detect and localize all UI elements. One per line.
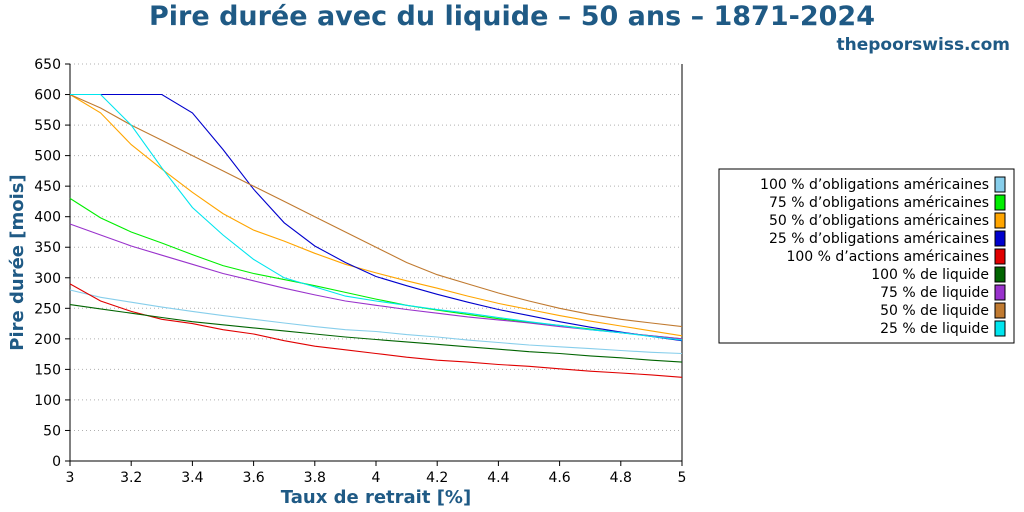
legend-label: 50 % d’obligations américaines (769, 213, 989, 229)
legend-label: 75 % de liquide (880, 285, 989, 301)
series-line-9 (70, 93, 683, 341)
y-tick-label: 400 (34, 210, 61, 226)
series-line-8 (69, 93, 683, 328)
axes: 0 50 100 150 200 250 300 350 400 450 500 550 600 650 3… (7, 57, 686, 508)
legend-label: 25 % de liquide (880, 321, 989, 337)
x-tick-label: 3.4 (181, 470, 203, 486)
chart-title: Pire durée avec du liquide – 50 ans – 18… (149, 1, 875, 32)
y-tick-label: 300 (34, 271, 61, 287)
legend-label: 100 % d’obligations américaines (760, 177, 989, 193)
x-tick-label: 3.2 (120, 470, 142, 486)
y-tick-label: 350 (34, 240, 61, 256)
x-tick-label: 3 (66, 470, 75, 486)
y-tick-label: 100 (34, 393, 61, 409)
series-line-1 (69, 289, 683, 355)
series-line-4 (70, 93, 683, 342)
x-tick-label: 4.6 (548, 470, 570, 486)
legend-swatch (994, 320, 1006, 337)
y-tick-label: 450 (34, 179, 61, 195)
series-line-3 (69, 94, 683, 337)
legend-swatch (994, 230, 1006, 247)
y-tick-label: 50 (43, 423, 61, 439)
y-tick-label: 550 (34, 118, 61, 134)
legend-swatch (994, 284, 1006, 301)
y-tick-label: 200 (34, 332, 61, 348)
legend-swatch (994, 212, 1006, 229)
legend-swatch (994, 302, 1006, 319)
legend-label: 100 % d’actions américaines (786, 249, 989, 265)
x-axis-title: Taux de retrait [%] (281, 487, 471, 508)
y-tick-label: 0 (52, 454, 61, 470)
x-tick-label: 4.4 (487, 470, 509, 486)
legend-label: 100 % de liquide (871, 267, 989, 283)
legend-swatch (994, 176, 1006, 193)
y-axis-title: Pire durée [mois] (7, 174, 28, 350)
legend-swatch (994, 248, 1006, 265)
y-tick-label: 150 (34, 362, 61, 378)
y-tick-label: 250 (34, 301, 61, 317)
x-tick-label: 3.8 (304, 470, 326, 486)
legend-swatch (994, 194, 1006, 211)
x-tick-label: 5 (678, 470, 687, 486)
legend-label: 50 % de liquide (880, 303, 989, 319)
legend-label: 75 % d’obligations américaines (769, 195, 989, 211)
legend-swatch (994, 266, 1006, 283)
x-tick-label: 4 (372, 470, 381, 486)
series-lines (69, 93, 683, 378)
y-tick-label: 600 (34, 88, 61, 104)
series-line-6 (69, 304, 683, 363)
series-line-5 (69, 283, 683, 378)
legend-box (718, 168, 1015, 344)
x-tick-label: 4.8 (610, 470, 632, 486)
x-tick-label: 4.2 (426, 470, 448, 486)
site-label: thepoorswiss.com (836, 35, 1011, 55)
y-tick-label: 500 (34, 149, 61, 165)
x-tick-label: 3.6 (242, 470, 264, 486)
legend: 100 % d’obligations américaines 75 % d’ob… (718, 168, 1015, 344)
legend-label: 25 % d’obligations américaines (769, 231, 989, 247)
y-tick-label: 650 (34, 57, 61, 73)
